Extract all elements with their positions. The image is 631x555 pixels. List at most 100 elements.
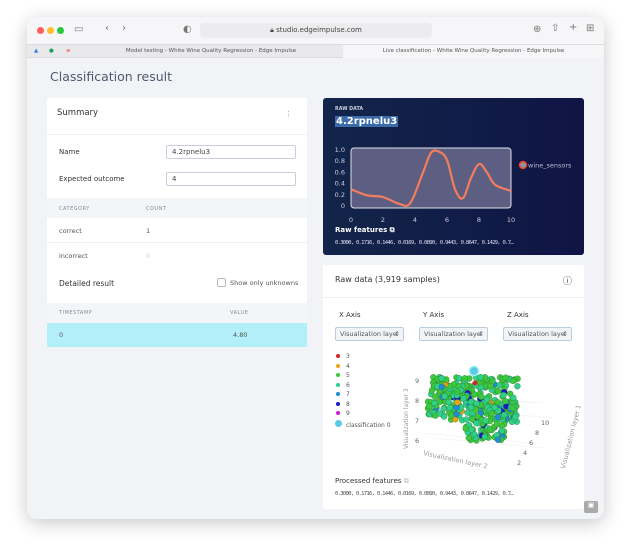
scatter-point [454, 388, 461, 395]
scatter-point [467, 398, 475, 405]
forward-icon[interactable]: › [122, 23, 126, 34]
scatter-point [493, 420, 501, 427]
browser-toolbar: ▭ ‹ › ◐ 🔒︎ studio.edgeimpulse.com ⊕ ⇧ + … [27, 17, 604, 44]
plot-area [350, 147, 512, 209]
scatter-point [494, 413, 501, 421]
scatter-point [509, 404, 516, 412]
scatter-point [468, 426, 475, 433]
legend-label: 9 [346, 410, 350, 417]
legend-label[interactable]: wine_sensors [528, 162, 572, 170]
drive-icon[interactable]: ▲ [34, 48, 39, 54]
legend-item[interactable]: 7 [335, 391, 350, 398]
y-axis-select[interactable]: Visualization laye ⇕ [419, 327, 488, 341]
tab-overview-icon[interactable]: ⊞ [586, 23, 595, 34]
grammarly-icon[interactable]: ● [49, 48, 54, 54]
scatter-point [509, 377, 517, 385]
raw-data-card: RAW DATA 4.2rpnelu3 0 0.2 0.4 0.6 0.8 1.0 0 2 4 6… [323, 98, 584, 255]
select-value: Visualization laye [340, 330, 397, 338]
legend-item[interactable]: 5 [335, 372, 350, 379]
shield-icon[interactable]: ◐ [183, 24, 192, 35]
share-icon[interactable]: ⇧ [551, 23, 560, 34]
z-tick-label: 6 [415, 437, 419, 445]
classification-point[interactable] [468, 365, 480, 377]
expected-outcome-field[interactable]: 4 [166, 172, 296, 186]
address-bar[interactable]: 🔒︎ studio.edgeimpulse.com [200, 23, 432, 38]
scatter-point [482, 417, 489, 424]
raw-data-title: Raw data (3,919 samples) [335, 275, 440, 284]
y-tick-label: 10 [541, 419, 549, 427]
scatter-point [454, 399, 461, 406]
raw-data-kicker: RAW DATA [335, 107, 364, 112]
copy-icon[interactable]: ⧉ [389, 226, 395, 234]
minimize-window-button[interactable] [47, 27, 54, 34]
scatter-point [491, 404, 498, 411]
copy-icon[interactable]: ⧉ [403, 477, 409, 485]
y-axis-title: Visualization layer 1 [559, 404, 583, 470]
scatter-point [510, 394, 517, 401]
x-tick-label: 6 [445, 216, 449, 224]
legend-marker [336, 354, 340, 358]
tab-model-testing[interactable]: Model testing - White Wine Quality Regre… [79, 45, 343, 58]
y-tick-label: 0.6 [335, 168, 345, 176]
raw-data-explorer-card: Raw data (3,919 samples) ⓘ X Axis Y Axis… [323, 265, 584, 509]
scatter-point [478, 393, 485, 400]
tab-live-classification[interactable]: Live classification - White Wine Quality… [343, 45, 604, 58]
close-window-button[interactable] [37, 27, 44, 34]
select-arrows-icon: ⇕ [562, 330, 568, 338]
legend-marker [336, 382, 340, 387]
select-arrows-icon: ⇕ [394, 330, 400, 338]
z-tick-label: 7 [415, 417, 419, 425]
legend-item[interactable]: 6 [335, 382, 350, 389]
show-unknowns-checkbox[interactable] [217, 278, 226, 287]
x-axis-label: X Axis [339, 311, 361, 319]
scatter-point [472, 380, 478, 386]
legend-item[interactable]: 4 [335, 363, 350, 370]
scatter-point [453, 411, 460, 418]
scatter-point [487, 382, 494, 390]
back-icon[interactable]: ‹ [105, 23, 109, 34]
y-axis-label: Y Axis [423, 311, 445, 319]
raw-data-chart: 0 0.2 0.4 0.6 0.8 1.0 0 2 4 6 8 10 wine_sensors [335, 146, 572, 224]
z-axis-select[interactable]: Visualization laye ⇕ [503, 327, 572, 341]
legend-label: 3 [346, 353, 350, 360]
processed-features-text: Processed features [335, 477, 402, 485]
y-tick-label: 1.0 [335, 146, 345, 154]
help-icon[interactable]: ⓘ [563, 277, 573, 287]
y-tick-label: 4 [523, 449, 527, 457]
raw-features-values: 0.3000, 0.1716, 0.1446, 0.0169, 0.0890, … [335, 240, 514, 246]
legend-marker [336, 373, 340, 377]
legend-label: classification 0 [346, 421, 391, 429]
x-axis-select[interactable]: Visualization laye ⇕ [335, 327, 404, 341]
scatter-point [440, 405, 447, 412]
legend-item[interactable]: 3 [335, 353, 350, 360]
scatter-point [461, 375, 468, 382]
more-options-icon[interactable]: ⋮ [285, 110, 292, 118]
x-tick-label: 0 [349, 216, 353, 224]
maximize-window-button[interactable] [57, 27, 64, 34]
processed-features-values: 0.3000, 0.1716, 0.1446, 0.0169, 0.0890, … [335, 491, 514, 497]
scatter-point [460, 395, 467, 402]
legend-marker[interactable] [518, 160, 528, 170]
scatter-point [498, 427, 506, 435]
download-icon[interactable]: ⊕ [533, 24, 542, 35]
chat-icon[interactable]: ▣ [584, 501, 598, 513]
tab-label: Live classification - White Wine Quality… [382, 48, 565, 54]
scatter-point [494, 399, 501, 406]
tab-bar: ▲ ● ≡ Model testing - White Wine Quality… [27, 44, 604, 58]
timestamp-header: TIMESTAMP [59, 310, 93, 316]
new-tab-icon[interactable]: + [569, 22, 578, 33]
y-tick-label: 8 [535, 429, 539, 437]
legend-item[interactable]: 8 [335, 401, 350, 408]
scatter-point [512, 413, 519, 421]
summary-card: Summary ⋮ Name 4.2rpnelu3 Expected outco… [47, 98, 307, 347]
name-field[interactable]: 4.2rpnelu3 [166, 145, 296, 159]
sidebar-icon[interactable]: ▭ [74, 24, 84, 35]
legend-item[interactable]: 9 [335, 410, 350, 417]
scatter-point [438, 383, 445, 391]
x-tick-label: 4 [413, 216, 417, 224]
table-row[interactable]: 0 4.80 [47, 323, 307, 347]
scatter-point [445, 398, 452, 406]
legend-item[interactable]: classification 0 [335, 419, 391, 429]
bookmark-icon[interactable]: ≡ [66, 48, 71, 54]
